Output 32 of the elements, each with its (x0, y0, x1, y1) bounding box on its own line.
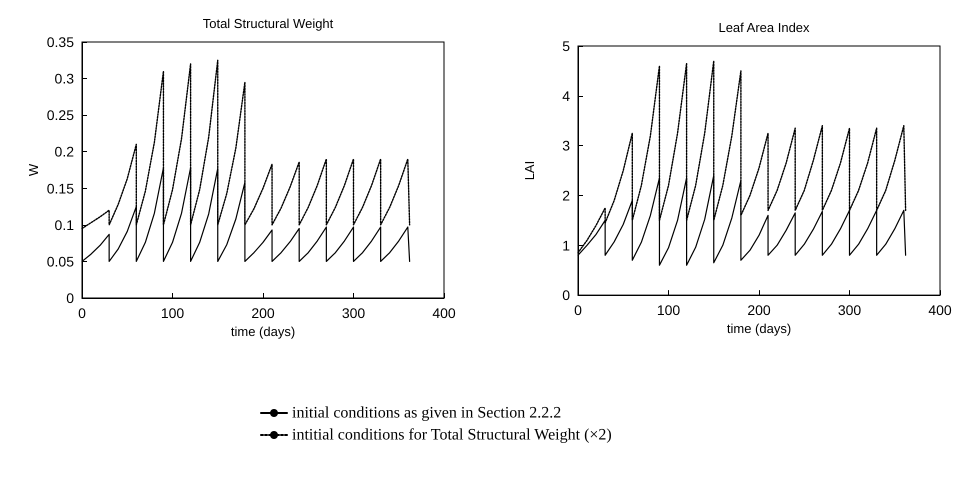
y-tick-label: 0.25 (46, 107, 74, 124)
x-axis-title: time (days) (230, 324, 296, 339)
x-tick-label: 200 (251, 305, 275, 321)
y-tick-label: 0.05 (46, 253, 74, 270)
y-tick-label: 4 (562, 88, 570, 104)
y-tick-label: 0.15 (46, 180, 74, 196)
y-axis-title: W (26, 163, 41, 176)
y-tick-label: 5 (562, 38, 570, 54)
chart-title: Total Structural Weight (202, 16, 334, 31)
y-tick-label: 1 (562, 237, 570, 254)
y-tick-label: 0.3 (54, 70, 74, 87)
y-tick-label: 0.2 (54, 144, 74, 160)
x-tick-label: 400 (928, 302, 952, 318)
y-tick-label: 0 (562, 287, 570, 304)
y-tick-label: 0 (66, 290, 74, 306)
legend-label: initial conditions as given in Section 2.2.2 (292, 404, 562, 422)
x-tick-label: 100 (160, 305, 184, 321)
y-tick-label: 0.1 (54, 216, 74, 233)
x-tick-label: 300 (838, 302, 862, 318)
x-axis-title: time (days) (726, 321, 792, 336)
y-tick-label: 2 (562, 187, 570, 204)
y-tick-label: 3 (562, 138, 570, 154)
x-tick-label: 200 (747, 302, 771, 318)
legend-label: intitial conditions for Total Structural Weight (×2) (292, 426, 612, 444)
y-tick-label: 0.35 (46, 34, 74, 50)
x-tick-label: 0 (78, 305, 86, 321)
x-tick-label: 300 (342, 305, 366, 321)
x-tick-label: 0 (574, 302, 582, 318)
x-tick-label: 400 (432, 305, 456, 321)
chart-title: Leaf Area Index (718, 20, 810, 35)
y-axis-title: LAI (522, 160, 537, 180)
x-tick-label: 100 (656, 302, 680, 318)
